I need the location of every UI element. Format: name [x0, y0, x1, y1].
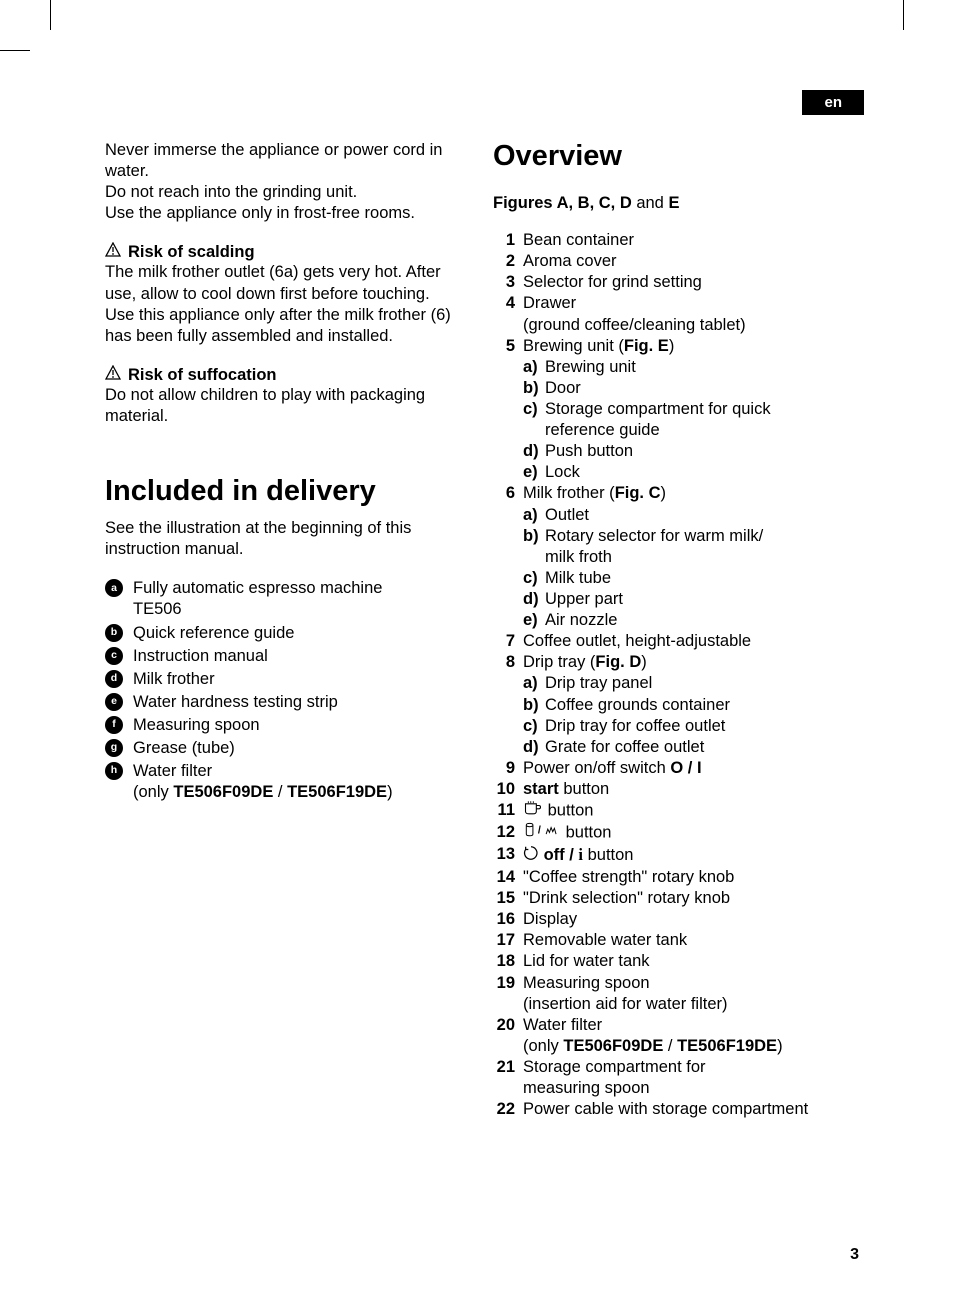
warning-body: Do not allow children to play with packa…	[105, 385, 465, 427]
svg-text:/: /	[538, 824, 541, 836]
list-item: 15"Drink selection" rotary knob	[493, 888, 863, 909]
item-note: (only TE506F09DE / TE506F19DE)	[133, 783, 393, 801]
list-item: c Instruction manual	[105, 646, 465, 667]
list-item: 5 Brewing unit (Fig. E) a)Brewing unit b…	[493, 336, 863, 484]
list-item: g Grease (tube)	[105, 738, 465, 759]
cup-icon	[523, 800, 543, 822]
crop-mark	[50, 0, 51, 30]
list-item: 19 Measuring spoon (insertion aid for wa…	[493, 973, 863, 1015]
item-letter-badge: f	[105, 716, 123, 734]
list-item: 11 button	[493, 800, 863, 822]
delivery-list: a Fully automatic espresso machine TE506…	[105, 578, 465, 803]
content-columns: Never immerse the appliance or power cor…	[105, 140, 864, 1120]
list-item: 16Display	[493, 909, 863, 930]
item-text-line: Water filter	[133, 762, 212, 780]
list-item: 22Power cable with storage compartment	[493, 1099, 863, 1120]
left-column: Never immerse the appliance or power cor…	[105, 140, 465, 1120]
figures-bold: Figures A, B, C, D	[493, 194, 632, 212]
item-text: Fully automatic espresso machine TE506	[133, 578, 465, 620]
intro-line: Never immerse the appliance or power cor…	[105, 140, 465, 182]
list-item: 21 Storage compartment for measuring spo…	[493, 1057, 863, 1099]
included-in-delivery-heading: Included in delivery	[105, 475, 465, 508]
list-item: 2Aroma cover	[493, 251, 863, 272]
delivery-intro: See the illustration at the beginning of…	[105, 518, 465, 560]
milk-froth-icon: /	[523, 822, 561, 844]
list-item: 6 Milk frother (Fig. C) a)Outlet b)Rotar…	[493, 483, 863, 631]
warning-triangle-icon	[105, 365, 121, 384]
list-item: h Water filter (only TE506F09DE / TE506F…	[105, 761, 465, 803]
item-text: Instruction manual	[133, 646, 465, 667]
warning-suffocation-heading: Risk of suffocation	[105, 365, 465, 385]
item-letter-badge: h	[105, 762, 123, 780]
item-letter-badge: e	[105, 693, 123, 711]
list-item: e Water hardness testing strip	[105, 692, 465, 713]
item-letter-badge: a	[105, 579, 123, 597]
list-item: 14"Coffee strength" rotary knob	[493, 867, 863, 888]
list-item: 4 Drawer (ground coffee/cleaning tablet)	[493, 293, 863, 335]
list-item: a Fully automatic espresso machine TE506	[105, 578, 465, 620]
item-text: Grease (tube)	[133, 738, 465, 759]
warning-title: Risk of suffocation	[128, 366, 277, 385]
item-letter-badge: d	[105, 670, 123, 688]
list-item: 8 Drip tray (Fig. D) a)Drip tray panel b…	[493, 652, 863, 758]
list-item: 9 Power on/off switch O / I	[493, 758, 863, 779]
page-number: 3	[850, 1246, 859, 1264]
warning-triangle-icon	[105, 242, 121, 261]
overview-list: 1Bean container 2Aroma cover 3Selector f…	[493, 230, 863, 1120]
item-text: Measuring spoon	[133, 715, 465, 736]
item-letter-badge: g	[105, 739, 123, 757]
item-text: Milk frother	[133, 669, 465, 690]
eco-icon	[523, 845, 539, 867]
figures-line: Figures A, B, C, D and E	[493, 193, 863, 214]
item-text: Water hardness testing strip	[133, 692, 465, 713]
overview-heading: Overview	[493, 140, 863, 173]
list-item: b Quick reference guide	[105, 623, 465, 644]
list-item: 13 off / i button	[493, 844, 863, 867]
item-text-line: TE506	[133, 600, 182, 618]
crop-mark	[0, 50, 30, 51]
list-item: d Milk frother	[105, 669, 465, 690]
page: en Never immerse the appliance or power …	[0, 0, 954, 1314]
intro-line: Use the appliance only in frost-free roo…	[105, 203, 465, 224]
list-item: 1Bean container	[493, 230, 863, 251]
list-item: 3Selector for grind setting	[493, 272, 863, 293]
list-item: 12 / button	[493, 822, 863, 844]
list-item: 7Coffee outlet, height-adjustable	[493, 631, 863, 652]
intro-line: Do not reach into the grinding unit.	[105, 182, 465, 203]
language-badge: en	[802, 90, 864, 115]
warning-scalding-heading: Risk of scalding	[105, 242, 465, 262]
warning-body: The milk frother outlet (6a) gets very h…	[105, 262, 465, 304]
list-item: 10 start button	[493, 779, 863, 800]
warning-body: Use this appliance only after the milk f…	[105, 305, 465, 347]
list-item: f Measuring spoon	[105, 715, 465, 736]
list-item: 18Lid for water tank	[493, 951, 863, 972]
list-item: 17Removable water tank	[493, 930, 863, 951]
item-text: Quick reference guide	[133, 623, 465, 644]
right-column: Overview Figures A, B, C, D and E 1Bean …	[493, 140, 863, 1120]
warning-title: Risk of scalding	[128, 243, 255, 262]
crop-mark	[903, 0, 904, 30]
item-letter-badge: c	[105, 647, 123, 665]
item-text-line: Fully automatic espresso machine	[133, 579, 382, 597]
item-text: Water filter (only TE506F09DE / TE506F19…	[133, 761, 465, 803]
list-item: 20 Water filter (only TE506F09DE / TE506…	[493, 1015, 863, 1057]
item-letter-badge: b	[105, 624, 123, 642]
